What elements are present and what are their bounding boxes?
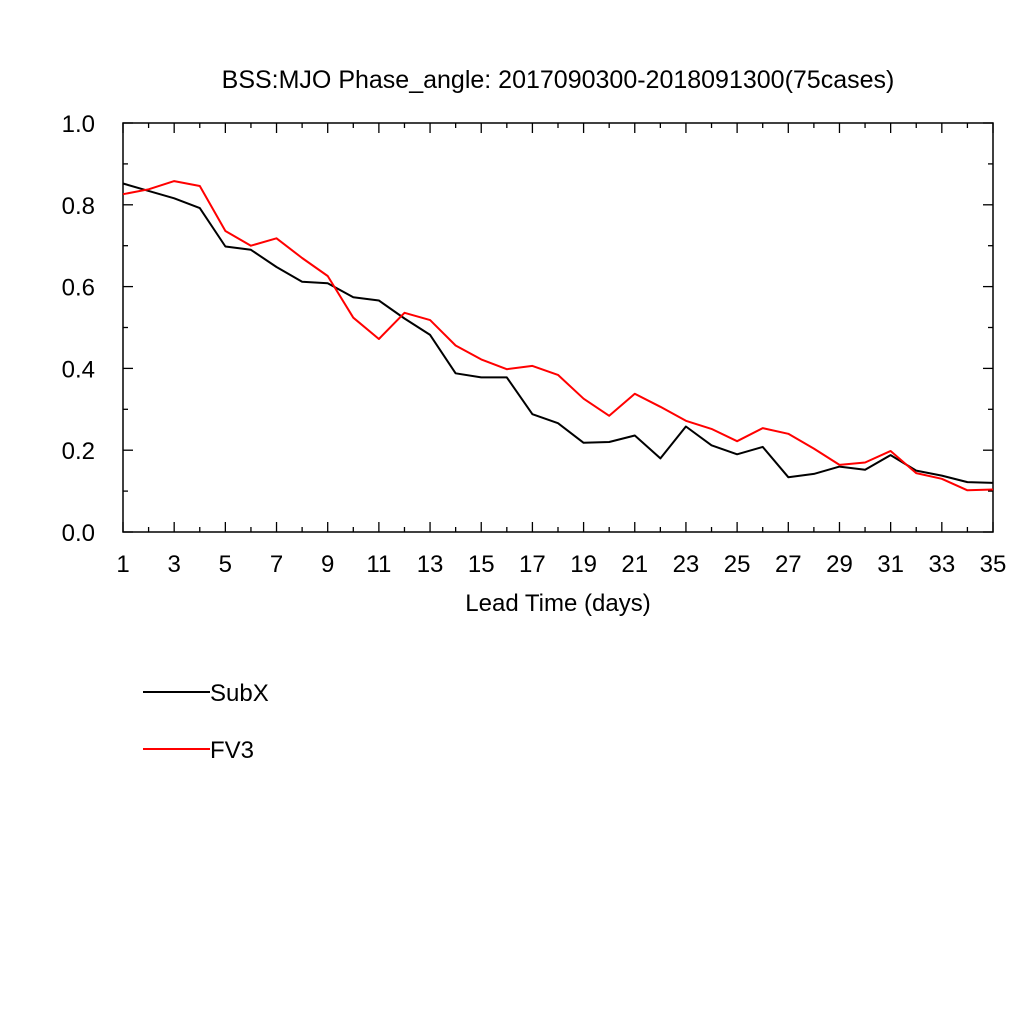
x-tick-label: 13 [417, 551, 444, 578]
x-tick-label: 5 [219, 551, 232, 578]
x-tick-label: 7 [270, 551, 283, 578]
plot-frame [122, 122, 994, 533]
y-tick-label: 0.0 [62, 520, 95, 547]
x-tick-label: 31 [877, 551, 904, 578]
series-lines [122, 180, 994, 492]
x-tick-label: 1 [116, 551, 129, 578]
x-axis: 1 3 5 7 9 11 13 15 17 19 21 23 25 27 29 31 33 35 [116, 123, 1006, 578]
x-tick-label: 19 [570, 551, 597, 578]
x-tick-label: 23 [673, 551, 700, 578]
y-tick-label: 0.6 [62, 275, 95, 302]
x-tick-label: 9 [321, 551, 334, 578]
y-tick-label: 0.8 [62, 193, 95, 220]
x-tick-label: 25 [724, 551, 751, 578]
legend: SubX FV3 [143, 680, 269, 764]
x-tick-label: 17 [519, 551, 546, 578]
x-tick-label: 27 [775, 551, 802, 578]
y-axis: 0.0 0.2 0.4 0.6 0.8 1.0 [62, 111, 993, 547]
chart-title: BSS:MJO Phase_angle: 2017090300-20180913… [222, 66, 895, 94]
x-tick-label: 11 [366, 551, 391, 578]
x-tick-label: 29 [826, 551, 853, 578]
series-line-subx [122, 182, 994, 484]
y-tick-label: 0.2 [62, 438, 95, 465]
x-tick-label: 21 [621, 551, 648, 578]
x-tick-label: 35 [980, 551, 1007, 578]
y-tick-label: 1.0 [62, 111, 95, 138]
x-tick-label: 15 [468, 551, 495, 578]
y-tick-label: 0.4 [62, 356, 95, 383]
legend-label-subx: SubX [210, 680, 269, 707]
series-line-fv3 [122, 180, 994, 492]
plot-area [122, 122, 994, 533]
x-tick-label: 3 [167, 551, 180, 578]
x-axis-label: Lead Time (days) [465, 590, 650, 617]
legend-label-fv3: FV3 [210, 737, 254, 764]
x-tick-label: 33 [928, 551, 955, 578]
